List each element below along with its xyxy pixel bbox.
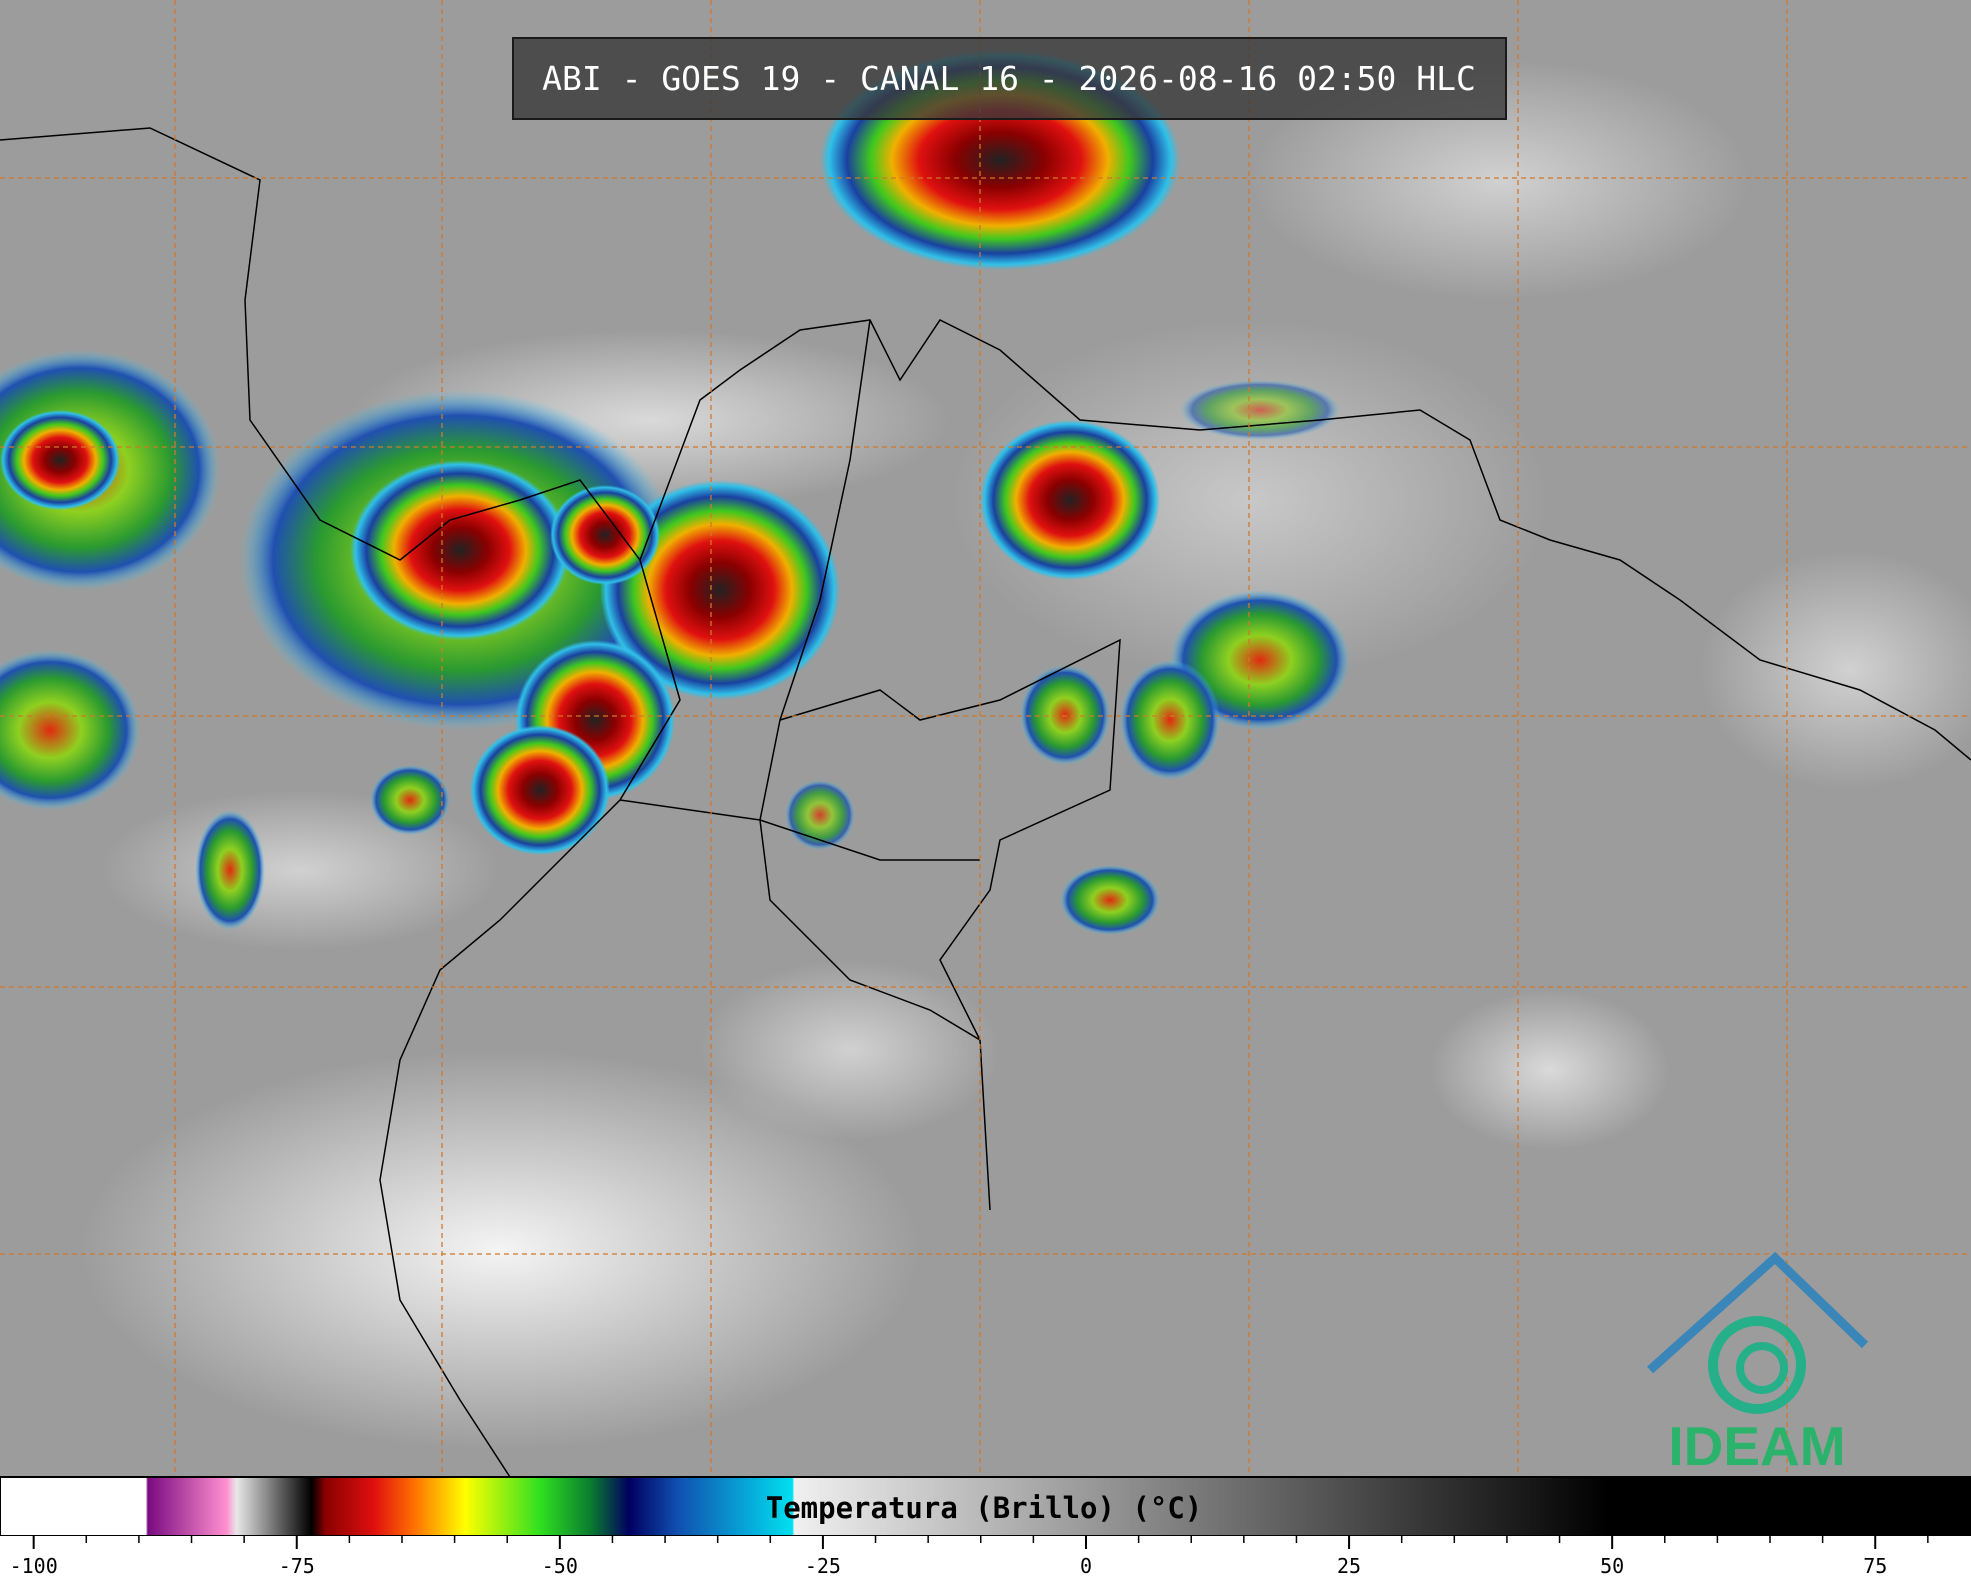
logo: IDEAM xyxy=(1646,1251,1869,1477)
convective-cells xyxy=(0,50,1350,935)
colorbar-label: Temperatura (Brillo) (°C) xyxy=(766,1491,1203,1525)
tick-label: -50 xyxy=(542,1554,578,1577)
logo-text: IDEAM xyxy=(1668,1415,1845,1477)
tick-area xyxy=(0,1536,1971,1577)
tick-label: -25 xyxy=(805,1554,841,1577)
tick-label: 0 xyxy=(1080,1554,1092,1577)
tick-label: -75 xyxy=(279,1554,315,1577)
title-box xyxy=(512,37,1507,120)
borders xyxy=(0,127,1971,1478)
tick-label: 75 xyxy=(1863,1554,1887,1577)
tick-label: 25 xyxy=(1337,1554,1361,1577)
title: ABI - GOES 19 - CANAL 16 - 2026-08-16 02… xyxy=(542,59,1476,98)
tick-label: -100 xyxy=(10,1554,58,1577)
tick-label: 50 xyxy=(1600,1554,1624,1577)
cloud-field xyxy=(80,60,1971,1450)
colorbar-ticks: -100 -75 -50 -25 0 25 50 75 xyxy=(10,1536,1929,1577)
graticule xyxy=(0,0,1971,1477)
colorbar xyxy=(0,1476,1971,1537)
